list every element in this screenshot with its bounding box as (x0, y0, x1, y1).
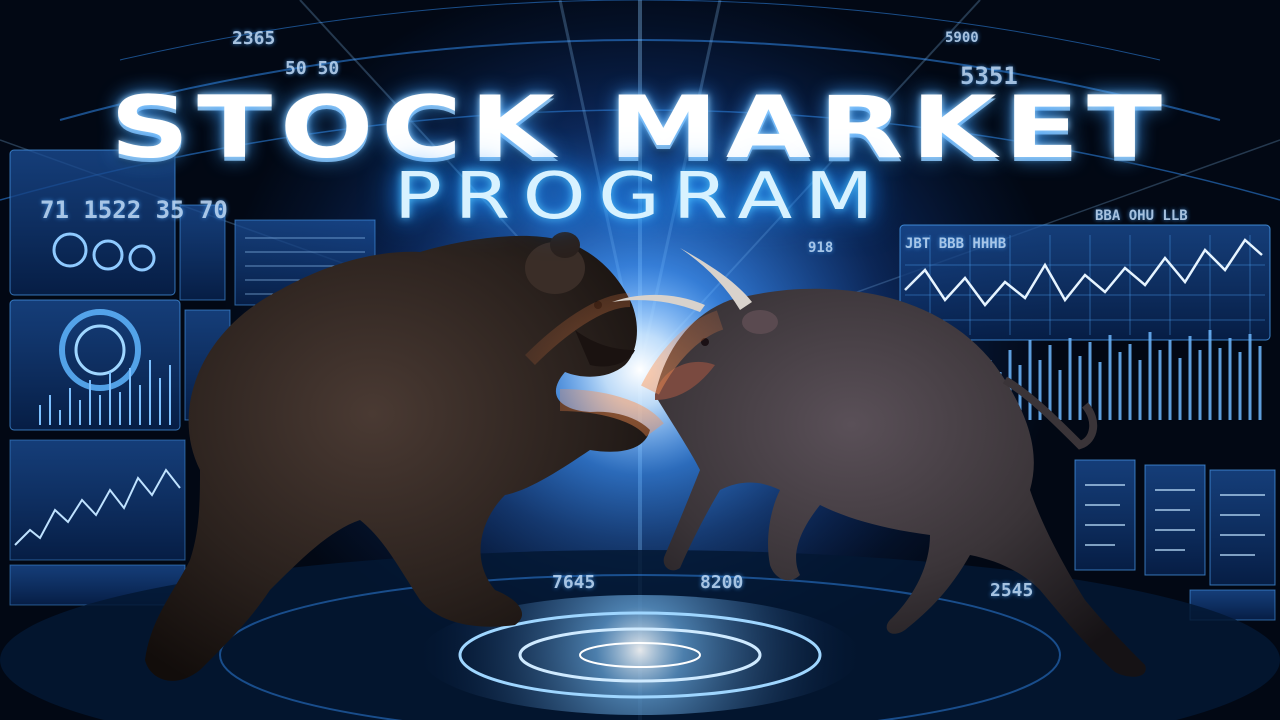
hud-readout: 5351 (960, 62, 1018, 90)
poster-subtitle: PROGRAM (393, 160, 887, 234)
hud-readout: 71 1522 35 70 (40, 196, 228, 224)
hud-readout: 8200 (700, 572, 744, 593)
hud-readout: BBA OHU LLB (1095, 208, 1188, 224)
hud-readout: 2365 (232, 28, 276, 49)
hud-readout: 2545 (990, 580, 1034, 601)
hud-readout: 50 50 (285, 58, 340, 79)
left-monitor-wall (9, 149, 376, 606)
bull-figure (612, 248, 1146, 677)
hud-readout: 7645 (552, 572, 596, 593)
hud-readout: 918 (808, 240, 834, 256)
right-monitor-wall (899, 224, 1276, 621)
hud-readout: 5900 (945, 30, 979, 46)
hud-readout: JBT BBB HHHB (905, 236, 1007, 252)
bear-figure (145, 232, 664, 681)
poster-title: STOCK MARKET (110, 78, 1170, 178)
floor-platform (0, 550, 1280, 720)
